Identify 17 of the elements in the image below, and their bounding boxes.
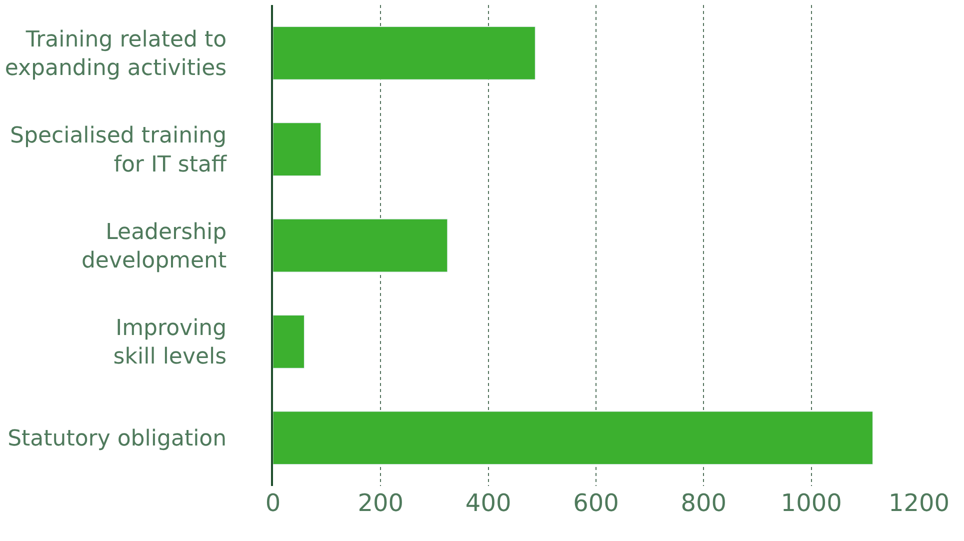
bar (273, 218, 448, 272)
y-tick-label: Improving skill levels (113, 316, 227, 370)
y-tick-label: Training related to expanding activities (4, 28, 227, 82)
y-tick-label: Specialised training for IT staff (10, 124, 228, 178)
bar (273, 411, 873, 465)
y-tick-label: Leadership development (81, 220, 227, 274)
x-tick-label: 1000 (780, 489, 842, 517)
x-tick-label: 200 (358, 489, 404, 517)
x-tick-label: 800 (680, 489, 727, 517)
x-tick-label: 600 (573, 489, 619, 517)
bar (273, 122, 322, 176)
x-tick-label: 1200 (888, 489, 950, 517)
bar (273, 315, 304, 368)
bar (273, 26, 536, 80)
y-tick-label: Statutory obligation (8, 426, 227, 452)
x-tick-label: 0 (265, 489, 281, 517)
x-tick-label: 400 (465, 489, 512, 517)
